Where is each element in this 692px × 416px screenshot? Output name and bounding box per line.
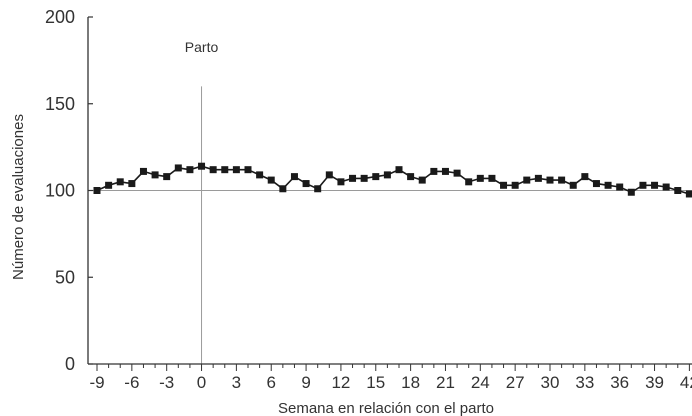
data-point [163,173,171,181]
x-tick-label: 12 [331,373,350,392]
x-ticks: -9-6-303691215182124273033363942 [89,364,692,392]
data-point [139,167,147,175]
x-axis-label: Semana en relación con el parto [278,400,494,416]
data-point [581,173,589,181]
y-tick-label: 50 [55,267,75,287]
data-point [128,180,136,188]
x-tick-label: -9 [89,373,104,392]
annotation-parto: Parto [185,39,219,55]
data-point [151,171,159,179]
x-tick-label: 9 [301,373,310,392]
x-tick-label: 33 [575,373,594,392]
x-tick-label: 24 [471,373,490,392]
y-tick-label: 100 [45,181,75,201]
data-point [558,176,566,184]
y-tick-label: 0 [65,354,75,374]
data-point [302,180,310,188]
data-point [360,174,368,182]
x-tick-label: 27 [506,373,525,392]
data-point [627,188,635,196]
data-point [116,178,124,186]
data-point [279,185,287,193]
data-point [395,166,403,174]
data-point [325,171,333,179]
data-point [685,190,692,198]
x-tick-label: -6 [124,373,139,392]
reference-lines [88,86,692,364]
series-group [93,162,692,198]
data-point [441,167,449,175]
data-point [105,181,113,189]
data-point [651,181,659,189]
data-point [232,166,240,174]
data-point [488,174,496,182]
data-point [430,167,438,175]
y-tick-label: 150 [45,94,75,114]
data-point [198,162,206,170]
x-tick-label: 18 [401,373,420,392]
data-point [592,180,600,188]
data-point [511,181,519,189]
data-point [616,183,624,191]
data-point [256,171,264,179]
data-point [372,173,380,181]
data-point [383,171,391,179]
data-point [209,166,217,174]
data-point [418,176,426,184]
data-point [476,174,484,182]
data-point [290,173,298,181]
data-point [546,176,554,184]
x-tick-label: 42 [680,373,692,392]
x-tick-label: 36 [610,373,629,392]
y-tick-label: 200 [45,7,75,27]
data-point [174,164,182,172]
y-ticks: 0 50 100 150 200 [45,7,93,374]
data-point [534,174,542,182]
data-point [349,174,357,182]
data-point [314,185,322,193]
series-line [96,165,692,195]
data-point [569,181,577,189]
x-tick-label: 15 [366,373,385,392]
x-tick-label: 3 [232,373,241,392]
data-point [453,169,461,177]
data-point [465,178,473,186]
data-point [500,181,508,189]
data-point [186,166,194,174]
x-tick-label: 6 [266,373,275,392]
x-tick-label: 39 [645,373,664,392]
data-point [662,183,670,191]
data-point [604,181,612,189]
x-tick-label: 30 [541,373,560,392]
x-tick-label: 21 [436,373,455,392]
data-point [337,178,345,186]
data-point [639,181,647,189]
y-axis-label: Número de evaluaciones [10,114,27,280]
data-point [267,176,275,184]
data-point [244,166,252,174]
x-tick-label: 0 [197,373,206,392]
data-point [523,176,531,184]
x-tick-label: -3 [159,373,174,392]
data-point [674,187,682,194]
data-point [93,187,101,194]
data-point [407,173,415,181]
data-point [221,166,229,174]
